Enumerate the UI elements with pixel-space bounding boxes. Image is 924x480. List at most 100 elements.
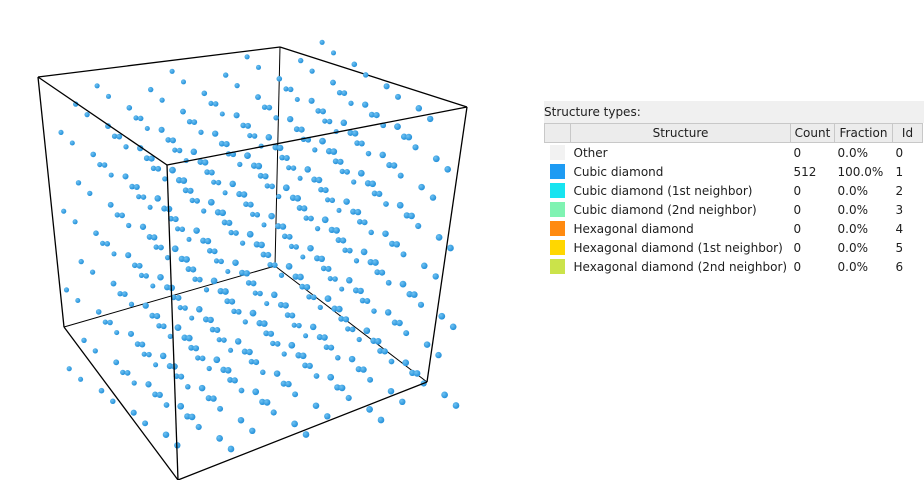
atom (368, 229, 374, 236)
color-cell[interactable] (545, 143, 571, 163)
atom (210, 277, 218, 285)
atom (346, 277, 353, 284)
table-row[interactable]: Cubic diamond (1st neighbor) 0 0.0% 2 (545, 181, 923, 200)
column-header-fraction[interactable]: Fraction (834, 123, 893, 143)
atom (323, 344, 330, 351)
atom (315, 176, 323, 184)
cell-edge (177, 381, 428, 480)
atom (405, 133, 413, 141)
atom (328, 344, 335, 351)
table-row[interactable]: Hexagonal diamond (2nd neighbor) 0 0.0% … (545, 257, 923, 276)
atom (412, 144, 419, 151)
atom (151, 234, 158, 241)
atom (294, 194, 302, 202)
atom (427, 115, 434, 123)
color-swatch[interactable] (550, 221, 565, 236)
atom (413, 370, 421, 377)
atom (141, 351, 147, 357)
structure-fraction: 0.0% (837, 259, 869, 274)
color-swatch[interactable] (550, 202, 565, 217)
atom (240, 191, 248, 198)
atom (116, 133, 123, 140)
atom (410, 291, 418, 298)
atom (180, 177, 188, 184)
atom (148, 86, 154, 93)
atom (403, 330, 410, 337)
atom (306, 362, 313, 369)
atom (327, 276, 333, 282)
atom (299, 283, 306, 290)
atom (137, 115, 144, 122)
atom (163, 402, 170, 408)
color-cell[interactable] (545, 238, 571, 257)
structure-fraction: 0.0% (837, 145, 869, 160)
atom (211, 248, 218, 255)
atom (432, 155, 440, 163)
3d-viewport[interactable] (0, 0, 540, 480)
atom (280, 380, 287, 387)
atom (150, 165, 157, 171)
table-row[interactable]: Other 0 0.0% 0 (545, 143, 923, 163)
atom (306, 294, 312, 300)
atom (270, 409, 277, 416)
atom (339, 286, 345, 292)
atom (352, 130, 359, 137)
table-row[interactable]: Hexagonal diamond (1st neighbor) 0 0.0% … (545, 238, 923, 257)
atom (240, 122, 247, 129)
color-cell[interactable] (545, 219, 571, 238)
atom (282, 302, 289, 309)
atom (247, 201, 254, 208)
table-row[interactable]: Cubic diamond 512 100.0% 1 (545, 162, 923, 181)
column-header-count[interactable]: Count (790, 123, 835, 143)
atom (383, 83, 390, 90)
atom (127, 330, 135, 337)
atom (336, 207, 342, 213)
atom (195, 355, 201, 361)
atom (157, 273, 164, 281)
column-header-color[interactable] (544, 123, 571, 143)
atom (307, 244, 314, 252)
atom (288, 243, 295, 249)
color-cell[interactable] (545, 200, 571, 219)
atom (258, 241, 265, 249)
structure-name: Cubic diamond (2nd neighbor) (573, 202, 757, 217)
atom (177, 402, 185, 410)
atom (206, 247, 213, 254)
atom (161, 205, 168, 212)
atom (250, 280, 257, 287)
atom (293, 126, 300, 133)
column-header-structure[interactable]: Structure (570, 123, 791, 143)
atom (355, 366, 362, 373)
atom (185, 334, 193, 342)
atom (335, 355, 341, 361)
atom (272, 144, 279, 151)
color-swatch[interactable] (550, 259, 565, 274)
color-swatch[interactable] (550, 164, 565, 179)
atom (399, 280, 407, 288)
structure-types-table[interactable]: Structure Count Fraction Id Other 0 0.0%… (544, 123, 923, 276)
atom (142, 420, 149, 427)
cell-edge (37, 76, 65, 328)
cell-edge (63, 265, 276, 328)
table-row[interactable]: Hexagonal diamond 0 0.0% 4 (545, 219, 923, 238)
atom (324, 413, 331, 420)
color-swatch[interactable] (550, 240, 565, 255)
atom (187, 187, 194, 194)
atom (185, 384, 191, 390)
color-cell[interactable] (545, 257, 571, 276)
column-header-id[interactable]: Id (892, 123, 923, 143)
atom (281, 351, 287, 357)
atom (168, 215, 174, 222)
atom (395, 93, 401, 100)
table-row[interactable]: Cubic diamond (2nd neighbor) 0 0.0% 3 (545, 200, 923, 219)
atom (319, 137, 326, 145)
atom (175, 177, 183, 184)
atom (331, 305, 338, 312)
color-cell[interactable] (545, 162, 571, 181)
color-swatch[interactable] (550, 183, 565, 198)
atom (133, 115, 139, 121)
atom (328, 226, 335, 234)
atom (92, 348, 98, 354)
color-cell[interactable] (545, 181, 571, 200)
color-swatch[interactable] (550, 145, 565, 160)
